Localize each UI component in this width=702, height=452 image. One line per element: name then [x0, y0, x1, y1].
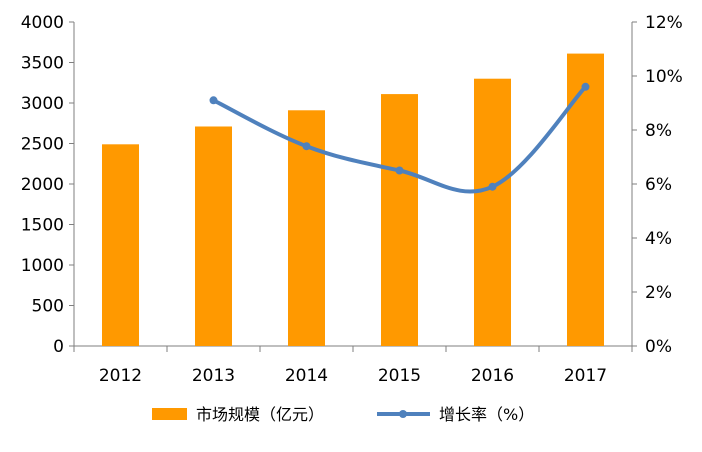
- legend-bar-label: 市场规模（亿元）: [196, 405, 324, 424]
- line-point: [395, 166, 404, 175]
- bar: [474, 78, 511, 346]
- y-right-tick-label: 2%: [645, 283, 672, 303]
- bar: [381, 94, 418, 346]
- y-left-tick-label: 2500: [21, 135, 64, 155]
- y-right-tick-label: 6%: [645, 175, 672, 195]
- line-point: [488, 182, 497, 191]
- y-right-tick-label: 10%: [645, 67, 683, 87]
- y-left-tick-label: 0: [53, 337, 64, 357]
- x-tick-label: 2012: [99, 366, 142, 386]
- y-left-tick-label: 3500: [21, 54, 64, 74]
- wechat-icon: [543, 409, 566, 429]
- line-point: [302, 142, 311, 151]
- y-left-tick-label: 2000: [21, 175, 64, 195]
- x-tick-label: 2017: [564, 366, 607, 386]
- y-right-tick-label: 12%: [645, 13, 683, 33]
- plot-area: 0 500 1000 1500 2000 2500 3000 3500 4000 0% 2% 4% 6%…: [21, 13, 683, 386]
- watermark: 金桔IPO大数据: [543, 408, 679, 429]
- y-right-tick-label: 4%: [645, 229, 672, 249]
- y-right-tick-label: 8%: [645, 121, 672, 141]
- line-point: [581, 82, 590, 91]
- bar: [195, 126, 232, 347]
- x-tick-label: 2016: [471, 366, 514, 386]
- watermark-text: 金桔IPO大数据: [572, 408, 679, 427]
- legend-bar-swatch: [152, 408, 187, 420]
- y-left-tick-label: 4000: [21, 13, 64, 33]
- y-left-tick-label: 3000: [21, 94, 64, 114]
- x-tick-label: 2013: [192, 366, 235, 386]
- legend: 市场规模（亿元） 增长率（%）: [152, 405, 534, 424]
- y-left-tick-label: 1500: [21, 216, 64, 236]
- legend-line-label: 增长率（%）: [439, 405, 534, 424]
- line-point: [209, 96, 218, 105]
- x-tick-label: 2015: [378, 366, 421, 386]
- legend-line-marker: [399, 410, 407, 418]
- x-tick-label: 2014: [285, 366, 328, 386]
- bar: [567, 53, 604, 347]
- y-right-tick-label: 0%: [645, 337, 672, 357]
- bar: [102, 144, 139, 346]
- y-left-tick-label: 1000: [21, 256, 64, 276]
- y-left-tick-label: 500: [32, 297, 64, 317]
